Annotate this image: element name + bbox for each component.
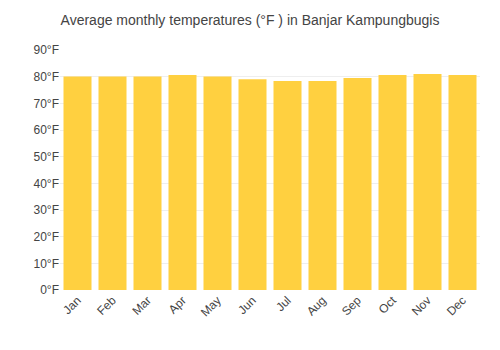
- svg-text:Jun: Jun: [235, 293, 259, 317]
- svg-text:40°F: 40°F: [34, 177, 59, 191]
- svg-text:Apr: Apr: [166, 293, 189, 316]
- svg-text:80°F: 80°F: [34, 70, 59, 84]
- svg-text:Sep: Sep: [339, 293, 364, 318]
- svg-text:Aug: Aug: [304, 293, 329, 318]
- svg-text:Dec: Dec: [444, 293, 469, 318]
- svg-text:Jan: Jan: [60, 293, 84, 317]
- svg-text:10°F: 10°F: [34, 257, 59, 271]
- svg-text:Average monthly temperatures (: Average monthly temperatures (°F ) in Ba…: [61, 12, 440, 28]
- svg-text:90°F: 90°F: [34, 43, 59, 57]
- svg-text:0°F: 0°F: [40, 283, 59, 297]
- svg-text:30°F: 30°F: [34, 203, 59, 217]
- svg-text:Nov: Nov: [409, 293, 434, 318]
- svg-text:60°F: 60°F: [34, 123, 59, 137]
- svg-text:Oct: Oct: [376, 293, 400, 317]
- svg-text:50°F: 50°F: [34, 150, 59, 164]
- svg-text:20°F: 20°F: [34, 230, 59, 244]
- svg-text:May: May: [198, 293, 224, 319]
- svg-text:Feb: Feb: [94, 293, 119, 318]
- svg-text:Jul: Jul: [273, 293, 294, 314]
- svg-text:Mar: Mar: [129, 293, 154, 318]
- svg-text:70°F: 70°F: [34, 97, 59, 111]
